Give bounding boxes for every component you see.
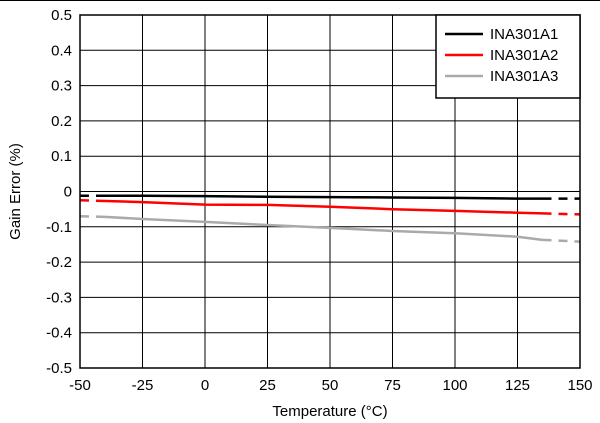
y-tick-label: 0.4 [51,42,72,59]
y-tick-label: 0.2 [51,113,72,130]
legend-box [435,14,581,99]
x-axis-label: Temperature (°C) [272,403,387,420]
x-tick-label: -25 [132,377,154,394]
series-ina301a2-line [104,199,543,215]
y-tick-label: 0 [64,184,72,201]
y-tick-label: -0.2 [46,254,72,271]
x-tick-label: 75 [384,377,401,394]
x-tick-label: 125 [505,377,530,394]
legend: INA301A1 INA301A2 INA301A3 [435,14,581,99]
series-ina301a3-line [104,215,543,242]
plot-frame [79,14,581,369]
y-tick-labels: 0.5 0.4 0.3 0.2 0.1 0 -0.1 -0.2 -0.3 -0.4 -0.5 [46,7,72,377]
y-tick-label: 0.5 [51,7,72,24]
x-tick-labels: -50 -25 0 25 50 75 100 125 150 [69,377,592,394]
x-tick-label: -50 [69,377,91,394]
x-tick-label: 100 [442,377,467,394]
y-tick-label: -0.4 [46,325,72,342]
y-tick-label: -0.5 [46,360,72,377]
series-ina301a3-dashed-right [542,238,581,243]
series-ina301a2-dashed-left [79,199,106,203]
y-tick-label: -0.1 [46,219,72,236]
series-ina301a1-line [105,194,543,200]
y-axis-label: Gain Error (%) [7,143,24,240]
series-ina301a2-dashed-right [542,212,581,216]
x-tick-label: 150 [567,377,592,394]
x-tick-label: 0 [201,377,209,394]
x-tick-label: 25 [259,377,276,394]
legend-label: INA301A1 [490,26,558,43]
series-layer [79,194,581,243]
legend-label: INA301A2 [490,47,558,64]
x-tick-label: 50 [322,377,339,394]
y-tick-label: -0.3 [46,289,72,306]
top-rule [0,0,600,1]
legend-label: INA301A3 [490,68,558,85]
series-ina301a3-dashed-left [79,214,106,219]
y-tick-label: 0.3 [51,78,72,95]
y-tick-label: 0.1 [51,148,72,165]
